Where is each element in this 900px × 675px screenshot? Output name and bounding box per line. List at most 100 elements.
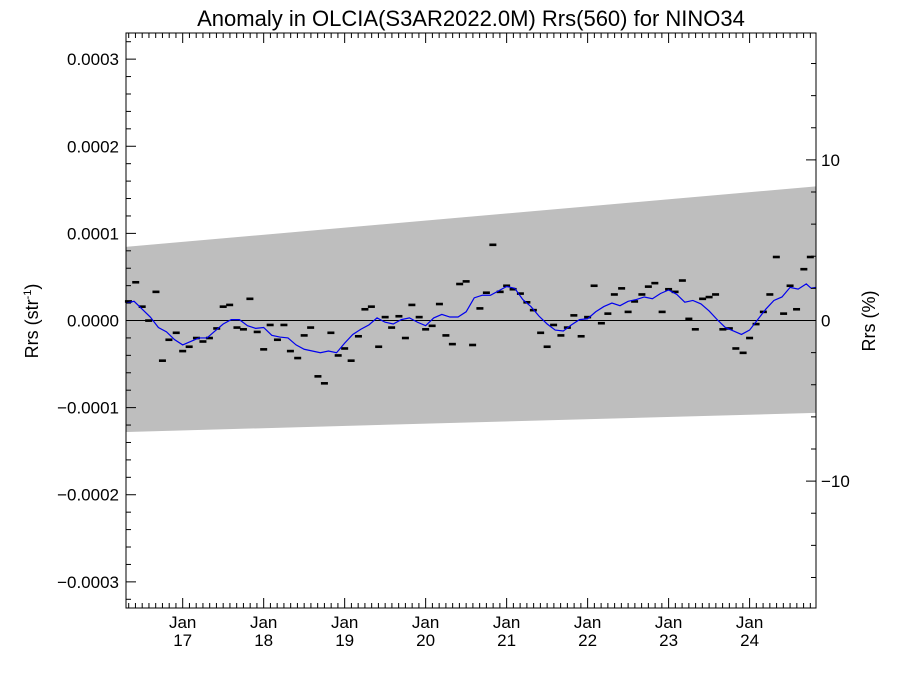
- left-y-tick-label: −0.0002: [57, 486, 119, 505]
- data-point-marker: [618, 287, 626, 290]
- right-y-tick-label: −10: [821, 472, 850, 491]
- data-point-marker: [550, 323, 558, 327]
- right-y-tick-label: 0: [821, 312, 830, 331]
- data-point-marker: [354, 334, 362, 338]
- chart-title: Anomaly in OLCIA(S3AR2022.0M) Rrs(560) f…: [197, 6, 745, 31]
- right-y-axis-label: Rrs (%): [859, 291, 879, 352]
- data-point-marker: [570, 314, 578, 317]
- data-point-marker: [651, 281, 659, 285]
- data-point-marker: [179, 349, 187, 353]
- data-point-marker: [719, 328, 727, 331]
- data-point-marker: [415, 315, 423, 319]
- data-point-marker: [226, 303, 234, 307]
- data-point-marker: [152, 290, 160, 294]
- left-y-tick-label: −0.0001: [57, 399, 119, 418]
- left-y-axis-label-text: Rrs (str: [22, 299, 42, 358]
- data-point-marker: [165, 338, 173, 342]
- x-tick-label-month: Jan: [412, 613, 439, 632]
- data-point-marker: [327, 331, 335, 335]
- data-point-marker: [388, 326, 396, 329]
- data-point-marker: [192, 336, 200, 340]
- data-point-marker: [314, 375, 322, 378]
- x-tick-label-year: 18: [254, 631, 273, 650]
- data-point-marker: [806, 255, 814, 259]
- data-point-marker: [462, 280, 470, 283]
- data-point-marker: [772, 255, 780, 259]
- data-point-marker: [334, 354, 342, 357]
- x-tick-label-month: Jan: [493, 613, 520, 632]
- x-tick-label-month: Jan: [736, 613, 763, 632]
- data-point-marker: [482, 291, 490, 295]
- x-tick-label-year: 21: [497, 631, 516, 650]
- data-point-marker: [172, 331, 180, 335]
- x-tick-label-month: Jan: [655, 613, 682, 632]
- data-point-marker: [219, 305, 227, 308]
- data-point-marker: [739, 351, 747, 355]
- x-tick-label-month: Jan: [250, 613, 277, 632]
- data-point-marker: [644, 285, 652, 288]
- data-point-marker: [624, 310, 632, 314]
- x-tick-label-year: 17: [173, 631, 192, 650]
- data-point-marker: [699, 297, 707, 301]
- left-y-tick-label: 0.0000: [67, 312, 119, 331]
- data-point-marker: [307, 326, 315, 329]
- data-point-marker: [347, 359, 355, 362]
- data-point-marker: [671, 290, 679, 294]
- left-y-tick-label: −0.0003: [57, 573, 119, 592]
- uncertainty-band: [126, 186, 816, 433]
- data-point-marker: [246, 297, 254, 301]
- x-tick-label-year: 24: [740, 631, 759, 650]
- data-point-marker: [185, 345, 193, 349]
- plot-area: [124, 186, 817, 433]
- data-point-marker: [428, 324, 436, 328]
- right-y-tick-label: 10: [821, 151, 840, 170]
- data-point-marker: [280, 323, 288, 327]
- data-point-marker: [266, 323, 274, 327]
- data-point-marker: [138, 305, 146, 308]
- data-point-marker: [597, 321, 605, 325]
- data-point-marker: [260, 348, 268, 351]
- data-point-marker: [395, 314, 403, 318]
- data-point-marker: [604, 312, 612, 315]
- left-y-axis-label: Rrs (str-1): [22, 284, 42, 359]
- data-point-marker: [503, 284, 511, 288]
- left-y-tick-label: 0.0003: [67, 50, 119, 69]
- left-y-axis: 0.0003 0.0002 0.0001 0.0000 −0.0001 −0.0002 −0…: [57, 41, 136, 600]
- data-point-marker: [401, 336, 409, 340]
- data-point-marker: [476, 307, 484, 310]
- data-point-marker: [732, 347, 740, 350]
- data-point-marker: [199, 340, 207, 343]
- data-point-marker: [712, 293, 720, 296]
- data-point-marker: [367, 305, 375, 308]
- data-point-marker: [375, 345, 383, 349]
- data-point-marker: [638, 293, 646, 296]
- data-point-marker: [408, 303, 416, 307]
- smoothed-anomaly-line: [125, 283, 817, 354]
- data-point-marker: [435, 302, 443, 306]
- data-point-marker: [320, 382, 328, 385]
- data-point-marker: [300, 334, 308, 337]
- data-point-marker: [456, 282, 464, 286]
- data-point-marker: [665, 287, 673, 291]
- data-point-marker: [233, 326, 241, 329]
- left-y-tick-label: 0.0002: [67, 137, 119, 156]
- data-point-marker: [786, 284, 794, 288]
- data-point-marker: [658, 310, 666, 314]
- data-point-marker: [145, 319, 153, 322]
- data-point-marker: [442, 334, 450, 337]
- right-y-axis: 10 0 −10: [806, 63, 850, 578]
- data-point-marker: [158, 359, 166, 362]
- data-point-marker: [766, 293, 774, 296]
- data-point-marker: [537, 331, 545, 335]
- left-y-axis-label-superscript: -1: [22, 290, 34, 300]
- data-point-marker: [577, 334, 585, 338]
- data-point-marker: [489, 243, 497, 247]
- data-point-marker: [800, 267, 808, 271]
- data-point-marker: [422, 328, 430, 331]
- data-point-marker: [705, 295, 713, 299]
- data-point-marker: [725, 327, 733, 330]
- data-point-marker: [239, 328, 247, 331]
- data-point-marker: [543, 345, 551, 349]
